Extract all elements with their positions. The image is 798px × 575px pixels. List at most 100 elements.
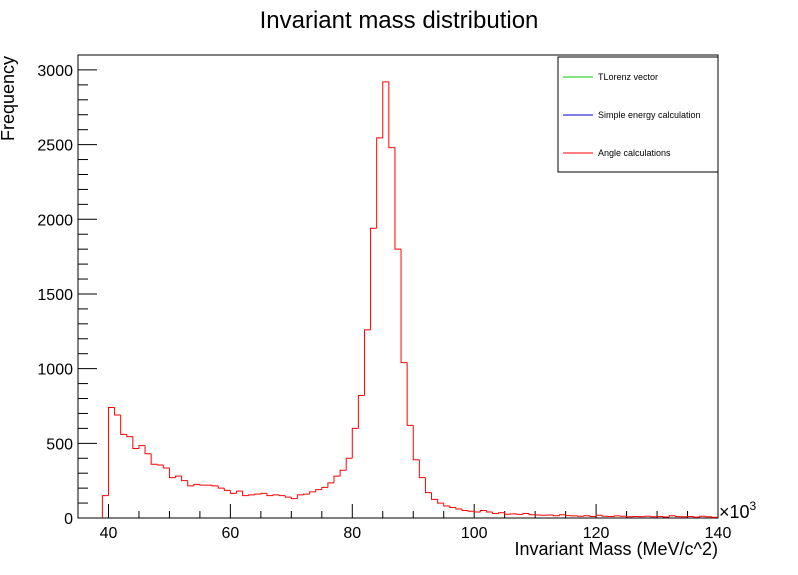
histogram-bin	[229, 490, 237, 494]
histogram-series	[101, 81, 718, 518]
histogram-bin	[321, 486, 328, 490]
histogram-bin	[565, 514, 572, 517]
legend-label-simple-energy: Simple energy calculation	[598, 110, 701, 120]
histogram-bin	[485, 510, 493, 513]
histogram-bin	[693, 516, 700, 518]
histogram-bin	[345, 457, 353, 471]
histogram-bin	[242, 491, 249, 497]
histogram-bin	[223, 488, 231, 491]
histogram-bin	[156, 464, 164, 466]
histogram-bin	[315, 489, 322, 492]
histogram-bin	[601, 515, 609, 517]
histogram-bin	[370, 227, 377, 330]
x-tick-label: 80	[343, 525, 361, 542]
histogram-bin	[101, 495, 109, 518]
x-tick-label: 120	[583, 525, 610, 542]
histogram-bin	[296, 494, 304, 499]
histogram-bin	[303, 493, 310, 495]
histogram-bin	[406, 362, 414, 426]
histogram-bin	[376, 137, 383, 229]
histogram-bin	[266, 493, 274, 497]
histogram-bin	[388, 81, 395, 149]
y-tick-label: 0	[64, 511, 73, 528]
histogram-bin	[162, 464, 170, 469]
histogram-bin	[351, 427, 359, 459]
histogram-bin	[193, 483, 200, 486]
histogram-bin	[235, 490, 243, 494]
y-tick-label: 1000	[37, 362, 73, 379]
histogram-bin	[443, 503, 450, 507]
histogram-bin	[705, 516, 712, 518]
histogram-bin	[412, 425, 420, 461]
histogram-bin	[382, 81, 389, 138]
y-tick-label: 2500	[37, 138, 73, 155]
histogram-bin	[363, 329, 371, 396]
plot-frame	[77, 54, 719, 519]
histogram-bin	[479, 510, 487, 513]
histogram-bin	[126, 434, 133, 438]
histogram-bin	[290, 497, 298, 500]
histogram-bin	[199, 484, 206, 486]
chart-title: Invariant mass distribution	[260, 7, 539, 34]
histogram-bin	[516, 513, 523, 515]
histogram-bin	[309, 491, 316, 495]
x-axis-label: Invariant Mass (MeV/c^2)	[514, 539, 718, 559]
histogram-bin	[333, 475, 341, 483]
y-tick-label: 1500	[37, 287, 73, 304]
histogram-bin	[144, 445, 152, 455]
histogram-bin	[272, 494, 280, 496]
histogram-bin	[339, 469, 347, 477]
legend: TLorenz vector Simple energy calculation…	[557, 56, 719, 173]
histogram-bin	[254, 493, 261, 495]
histogram-bin	[491, 512, 499, 515]
histogram-bin	[284, 495, 292, 498]
histogram-bin	[559, 514, 566, 516]
histogram-bin	[473, 511, 481, 513]
histogram-bin	[327, 482, 334, 488]
x-axis-multiplier: ×103	[719, 499, 757, 522]
x-tick-label: 40	[100, 525, 118, 542]
histogram-bin	[187, 480, 194, 487]
histogram-bin	[589, 515, 597, 518]
histogram-bin	[278, 494, 286, 497]
histogram-bin	[357, 395, 365, 429]
histogram-bin	[424, 477, 432, 494]
histogram-bin	[613, 515, 621, 517]
histogram-bin	[431, 492, 438, 500]
x-tick-label: 60	[221, 525, 239, 542]
histogram-bin	[449, 506, 456, 509]
x-tick-label: 140	[705, 525, 732, 542]
axes: 40 60 80 100 120 140 0 500 1000 1500 2000 2500 3000	[37, 54, 732, 542]
histogram-bin	[461, 509, 469, 512]
histogram-bin	[668, 515, 676, 517]
histogram-bin	[455, 507, 462, 510]
histogram-bin	[175, 475, 182, 478]
histogram-bin	[504, 512, 511, 515]
y-tick-label: 500	[46, 436, 73, 453]
histogram-bin	[528, 513, 536, 516]
histogram-bin	[248, 494, 255, 496]
histogram-bin	[114, 407, 121, 416]
legend-label-angle: Angle calculations	[598, 148, 671, 158]
histogram-bin	[522, 513, 530, 515]
legend-label-tlorenz: TLorenz vector	[598, 72, 658, 82]
histogram-bin	[498, 512, 505, 514]
histogram-bin	[418, 459, 426, 479]
histogram-bin	[181, 476, 188, 482]
histogram-bin	[626, 516, 633, 518]
histogram-bin	[467, 510, 475, 512]
histogram-bin	[394, 147, 402, 250]
histogram-bin	[595, 514, 603, 517]
histogram-bin	[400, 249, 408, 364]
histogram-bin	[260, 492, 267, 495]
x-tick-label: 100	[461, 525, 488, 542]
y-tick-label: 3000	[37, 63, 73, 80]
histogram-bin	[132, 436, 139, 450]
histogram-bin	[120, 414, 127, 435]
histogram-bin	[699, 515, 706, 518]
histogram-bin	[150, 453, 158, 465]
histogram-bin	[138, 445, 146, 449]
histogram-bin	[674, 515, 682, 518]
y-axis-label: Frequency	[0, 56, 18, 141]
